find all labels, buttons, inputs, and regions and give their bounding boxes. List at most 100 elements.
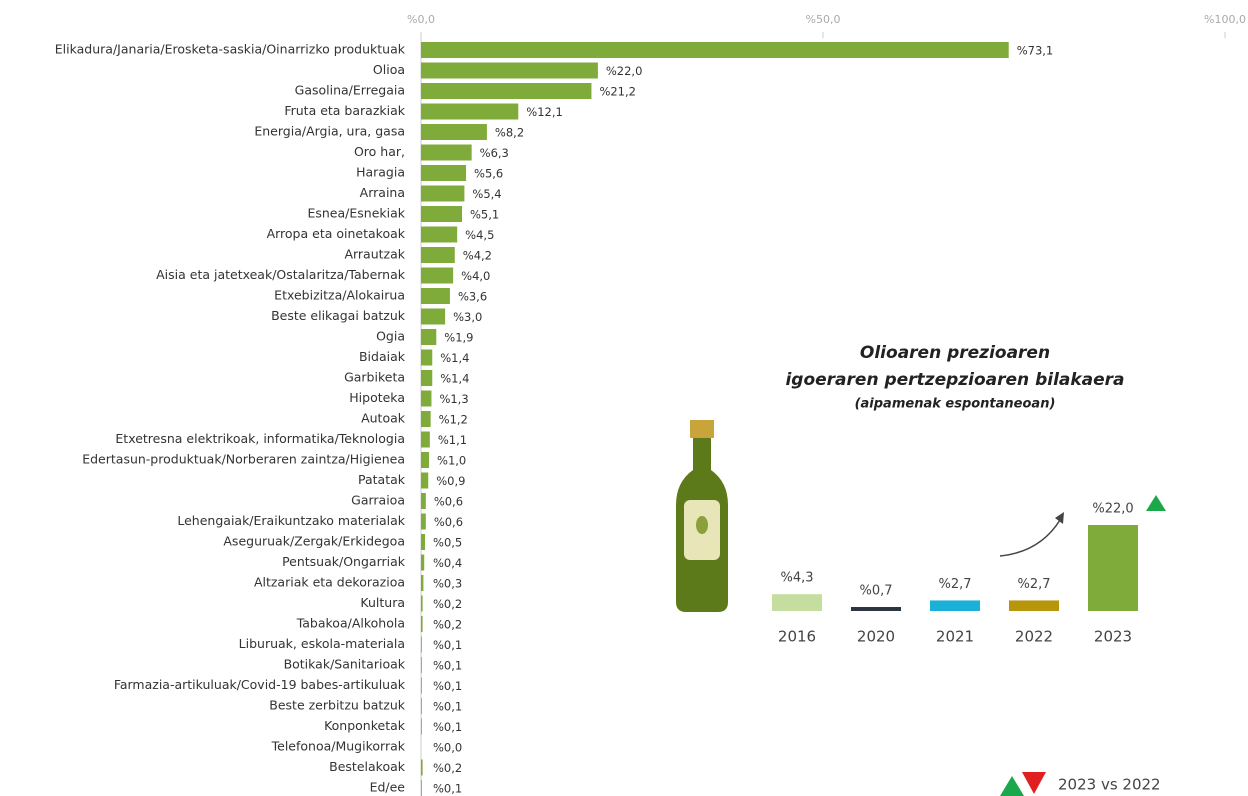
value-label: %0,2 bbox=[433, 761, 462, 775]
category-label: Fruta eta barazkiak bbox=[284, 103, 405, 118]
bar bbox=[421, 473, 428, 489]
bar bbox=[421, 268, 453, 284]
bar bbox=[851, 607, 901, 611]
x-tick-label: %50,0 bbox=[806, 13, 841, 26]
category-label: Oro har, bbox=[354, 144, 405, 159]
category-label: Ed/ee bbox=[370, 780, 406, 795]
category-label: Etxebizitza/Alokairua bbox=[274, 288, 405, 303]
bar bbox=[421, 452, 429, 468]
value-label: %0,3 bbox=[433, 577, 462, 591]
value-label: %0,2 bbox=[433, 597, 462, 611]
value-label: %1,1 bbox=[438, 433, 467, 447]
category-label: Garbiketa bbox=[344, 370, 405, 385]
bar bbox=[421, 288, 450, 304]
bar bbox=[421, 350, 432, 366]
category-label: Olioa bbox=[373, 62, 405, 77]
value-label: %4,5 bbox=[465, 228, 494, 242]
category-label: Tabakoa/Alkohola bbox=[296, 616, 405, 631]
value-label: %0,1 bbox=[433, 638, 462, 652]
legend-label: 2023 vs 2022 bbox=[1058, 776, 1161, 794]
value-label: %5,1 bbox=[470, 208, 499, 222]
category-label: Etxetresna elektrikoak, informatika/Tekn… bbox=[115, 431, 405, 446]
category-label: Telefonoa/Mugikorrak bbox=[271, 739, 406, 754]
bar bbox=[421, 514, 426, 530]
value-label: %4,0 bbox=[461, 269, 490, 283]
value-label: %22,0 bbox=[1092, 502, 1133, 517]
legend-down bbox=[1022, 772, 1046, 794]
value-label: %0,6 bbox=[434, 515, 463, 529]
category-label: Haragia bbox=[356, 165, 405, 180]
bar bbox=[421, 678, 422, 694]
bar bbox=[772, 594, 822, 611]
category-label: Arraina bbox=[360, 185, 405, 200]
bar bbox=[421, 186, 464, 202]
value-label: %0,1 bbox=[433, 679, 462, 693]
bar bbox=[421, 247, 455, 263]
bar bbox=[1009, 600, 1059, 611]
value-label: %4,3 bbox=[780, 571, 813, 586]
bar bbox=[421, 309, 445, 325]
value-label: %0,7 bbox=[859, 584, 892, 599]
bar bbox=[421, 575, 423, 591]
value-label: %21,2 bbox=[599, 85, 636, 99]
category-label: Botikak/Sanitarioak bbox=[284, 657, 406, 672]
bar bbox=[421, 657, 422, 673]
category-label: Edertasun-produktuak/Norberaren zaintza/… bbox=[82, 452, 405, 467]
value-label: %0,1 bbox=[433, 782, 462, 796]
category-label: Liburuak, eskola-materiala bbox=[239, 636, 405, 651]
category-label: Energia/Argia, ura, gasa bbox=[254, 124, 405, 139]
bar bbox=[421, 227, 457, 243]
bar bbox=[930, 600, 980, 611]
x-tick-label: %0,0 bbox=[407, 13, 435, 26]
bar bbox=[421, 206, 462, 222]
bar bbox=[421, 493, 426, 509]
bar bbox=[421, 719, 422, 735]
bar bbox=[421, 555, 424, 571]
category-label: Patatak bbox=[358, 472, 406, 487]
category-label: 2016 bbox=[778, 628, 816, 646]
category-label: Ogia bbox=[376, 329, 405, 344]
value-label: %0,6 bbox=[434, 495, 463, 509]
bar bbox=[421, 780, 422, 796]
category-label: Esnea/Esnekiak bbox=[307, 206, 405, 221]
value-label: %3,6 bbox=[458, 290, 487, 304]
category-label: Konponketak bbox=[324, 718, 406, 733]
category-label: Lehengaiak/Eraikuntzako materialak bbox=[177, 513, 405, 528]
value-label: %0,5 bbox=[433, 536, 462, 550]
category-label: Bestelakoak bbox=[329, 759, 406, 774]
category-label: Bidaiak bbox=[359, 349, 406, 364]
value-label: %1,9 bbox=[444, 331, 473, 345]
value-label: %0,1 bbox=[433, 720, 462, 734]
category-label: Aisia eta jatetxeak/Ostalaritza/Tabernak bbox=[156, 267, 406, 282]
category-label: 2022 bbox=[1015, 628, 1053, 646]
bar bbox=[421, 698, 422, 714]
value-label: %6,3 bbox=[480, 146, 509, 160]
bar bbox=[421, 432, 430, 448]
bar bbox=[421, 83, 591, 99]
bar bbox=[421, 391, 431, 407]
value-label: %1,3 bbox=[439, 392, 468, 406]
bar bbox=[421, 42, 1009, 58]
bar bbox=[421, 370, 432, 386]
value-label: %0,2 bbox=[433, 618, 462, 632]
x-tick-label: %100,0 bbox=[1204, 13, 1246, 26]
value-label: %2,7 bbox=[938, 577, 971, 592]
value-label: %2,7 bbox=[1017, 577, 1050, 592]
bar bbox=[421, 145, 472, 161]
value-label: %5,6 bbox=[474, 167, 503, 181]
value-label: %1,4 bbox=[440, 351, 469, 365]
value-label: %1,0 bbox=[437, 454, 466, 468]
inset-subtitle: (aipamenak espontaneoan) bbox=[855, 397, 1056, 412]
bar bbox=[1088, 525, 1138, 611]
category-label: Autoak bbox=[361, 411, 406, 426]
value-label: %4,2 bbox=[463, 249, 492, 263]
category-label: 2023 bbox=[1094, 628, 1132, 646]
category-label: Beste zerbitzu batzuk bbox=[269, 698, 405, 713]
category-label: Elikadura/Janaria/Erosketa-saskia/Oinarr… bbox=[55, 42, 406, 57]
bar bbox=[421, 616, 423, 632]
bar bbox=[421, 124, 487, 140]
bottle bbox=[676, 420, 728, 612]
category-label: Hipoteka bbox=[349, 390, 405, 405]
bar bbox=[421, 165, 466, 181]
